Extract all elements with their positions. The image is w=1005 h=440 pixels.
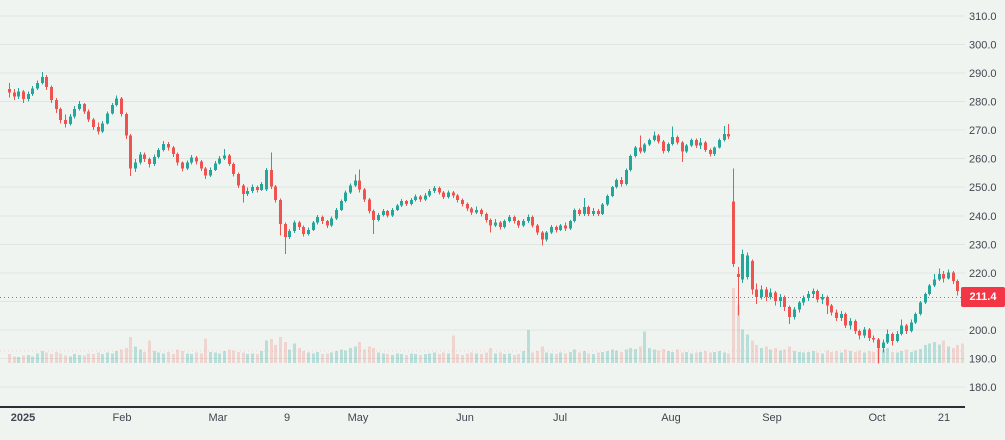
x-tick-label: Sep	[762, 412, 782, 424]
volume-bars	[8, 288, 964, 363]
y-tick-label: 290.0	[969, 68, 997, 80]
y-tick-label: 300.0	[969, 40, 997, 52]
x-tick-label: Feb	[113, 412, 132, 424]
x-tick-label: Oct	[868, 412, 885, 424]
y-tick-label: 310.0	[969, 11, 997, 23]
y-tick-label: 230.0	[969, 239, 997, 251]
x-tick-label: Mar	[209, 412, 228, 424]
x-tick-label: Aug	[661, 412, 681, 424]
candles	[8, 72, 964, 364]
y-tick-label: 190.0	[969, 353, 997, 365]
last-price-label: 211.4	[961, 287, 1005, 308]
x-tick-label: Jun	[456, 412, 474, 424]
x-tick-label: 9	[284, 412, 290, 424]
y-tick-label: 270.0	[969, 125, 997, 137]
x-tick-label: May	[348, 412, 369, 424]
y-tick-label: 200.0	[969, 325, 997, 337]
y-tick-label: 180.0	[969, 382, 997, 394]
x-axis-labels: 2025 Feb Mar 9 May Jun Jul Aug Sep Oct 21	[11, 412, 950, 424]
y-tick-label: 280.0	[969, 97, 997, 109]
time-axis[interactable]	[0, 407, 965, 440]
x-tick-label: Jul	[553, 412, 567, 424]
x-tick-label: 21	[938, 412, 950, 424]
y-tick-label: 240.0	[969, 211, 997, 223]
x-tick-label: 2025	[11, 412, 35, 424]
y-tick-label: 260.0	[969, 154, 997, 166]
grid-lines	[0, 15, 965, 388]
y-tick-label: 220.0	[969, 268, 997, 280]
price-axis[interactable]	[965, 0, 1005, 407]
y-tick-label: 250.0	[969, 182, 997, 194]
